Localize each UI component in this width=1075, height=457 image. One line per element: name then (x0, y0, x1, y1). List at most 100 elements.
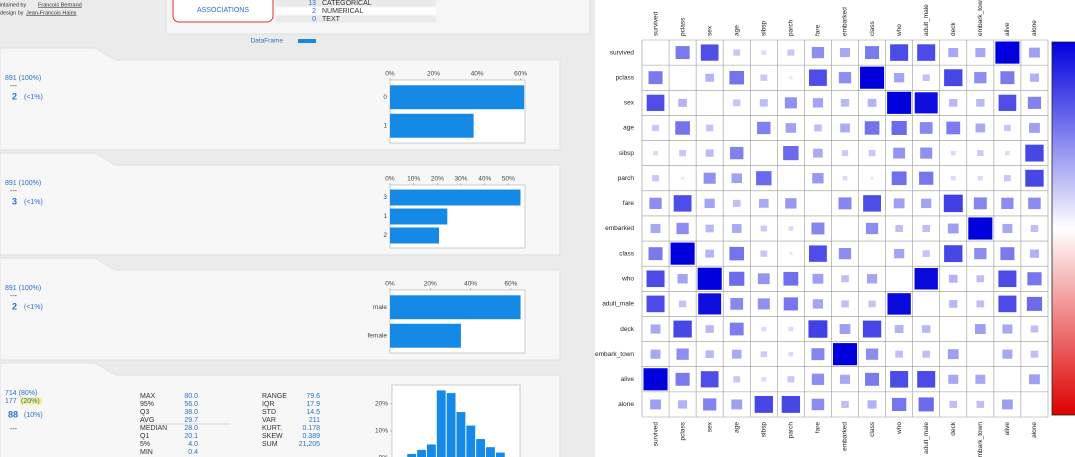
association-square (729, 271, 745, 286)
bar (390, 113, 474, 138)
stat-value: 29.7 (184, 417, 198, 424)
column-label-bottom: embark_town (977, 422, 984, 457)
association-square (1025, 144, 1044, 162)
association-square (976, 98, 985, 107)
association-square (784, 97, 797, 109)
x-tick-label: 0% (385, 176, 395, 183)
association-square (893, 147, 906, 159)
association-square (733, 49, 741, 56)
association-square (761, 377, 767, 382)
association-square (864, 121, 880, 135)
association-square (788, 351, 794, 357)
association-square (949, 300, 958, 308)
row-label: adult_male (602, 301, 634, 308)
association-square (760, 250, 768, 257)
association-square (995, 41, 1020, 64)
column-label-bottom: sibsp (761, 422, 768, 438)
association-square (646, 295, 665, 313)
association-square (756, 171, 772, 186)
association-square (652, 124, 659, 132)
association-square (839, 324, 851, 334)
column-label-bottom: who (896, 422, 903, 435)
column-label: embarked (842, 7, 849, 36)
missing-highlight (20, 397, 42, 405)
association-square (811, 46, 825, 59)
association-square (948, 48, 959, 58)
bar (390, 189, 521, 206)
histogram-bar (407, 453, 417, 457)
category-label: 2 (383, 232, 387, 239)
stat-name: 95% (140, 401, 154, 408)
association-square (1029, 123, 1040, 133)
association-square (811, 373, 825, 385)
stat-name: MAX (140, 393, 156, 400)
distinct-pct: (<1%) (24, 199, 43, 206)
histogram-bar (456, 412, 466, 457)
association-square (787, 376, 795, 383)
category-label: 1 (383, 122, 387, 129)
column-label: embark_town (977, 0, 984, 36)
association-square (732, 199, 741, 207)
association-square (975, 374, 986, 384)
stat-name: 5% (140, 441, 150, 448)
association-square (729, 322, 744, 336)
association-square (652, 175, 659, 182)
association-square (841, 150, 849, 157)
association-square (946, 121, 961, 135)
column-label: class (869, 20, 876, 36)
association-square (705, 224, 714, 233)
column-label: who (896, 24, 903, 37)
association-square (1003, 124, 1011, 132)
association-square (1028, 197, 1041, 210)
association-square (840, 48, 850, 58)
association-square (998, 270, 1017, 288)
x-tick-label: 50% (502, 176, 515, 183)
association-square (653, 150, 658, 156)
association-square (842, 176, 848, 181)
category-label: 0 (383, 94, 387, 101)
stat-value: 0.178 (302, 425, 320, 432)
association-square (706, 124, 714, 132)
stat-name: AVG (140, 417, 154, 424)
association-square (944, 245, 963, 263)
x-tick-label: 0% (385, 281, 395, 288)
row-label: embark_town (595, 351, 634, 358)
association-square (812, 173, 824, 184)
association-square (976, 300, 985, 308)
bar (390, 208, 448, 225)
designer-link[interactable]: Jean-Francois Hains (26, 10, 77, 16)
stat-value: 4.0 (188, 441, 198, 448)
stat-name: SUM (262, 441, 278, 448)
association-square (895, 225, 903, 232)
separator: --- (10, 188, 18, 195)
type-label: CATEGORICAL (322, 0, 372, 7)
association-square (917, 371, 936, 388)
distinct: 2 (12, 91, 17, 101)
stat-value: 211 (309, 417, 320, 424)
type-label: TEXT (322, 16, 341, 23)
association-square (948, 274, 958, 283)
x-tick-label: 40% (478, 176, 491, 183)
association-square (761, 326, 767, 332)
category-label: female (367, 332, 387, 339)
association-square (974, 324, 986, 334)
column-label-bottom: embarked (842, 422, 849, 451)
row-label: alive (621, 376, 635, 383)
association-square (977, 150, 984, 157)
x-tick-label: 10% (407, 176, 420, 183)
maintainer-link[interactable]: Francois Bertrand (38, 2, 82, 8)
association-square (811, 348, 825, 361)
stat-value: 80.0 (184, 393, 198, 400)
associations-button[interactable] (172, 0, 274, 23)
association-square (1027, 272, 1042, 286)
association-square (700, 44, 719, 61)
association-square (705, 249, 715, 258)
association-square (729, 70, 745, 85)
button-label[interactable]: ASSOCIATIONS (197, 7, 249, 14)
column-label-bottom: age (733, 422, 740, 433)
association-square (1030, 325, 1039, 333)
column-label-bottom: adult_male (923, 422, 930, 454)
association-square (868, 149, 876, 157)
association-square (948, 374, 959, 384)
association-square (783, 297, 798, 311)
